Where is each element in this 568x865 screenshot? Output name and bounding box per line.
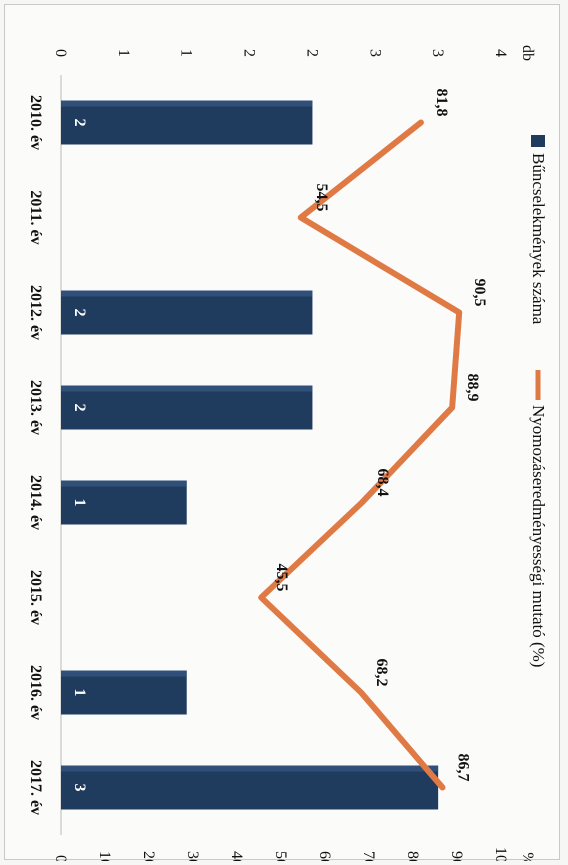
x-axis-tick-label: 2014. év (27, 475, 44, 530)
x-axis-tick-label: 2016. év (27, 665, 44, 720)
bar-value-label: 1 (71, 499, 88, 507)
line-point (259, 596, 263, 600)
legend-line-label: Nyomozáseredményességi mutató (%) (529, 405, 548, 667)
line-point (457, 311, 461, 315)
right-axis-tick-label: 40 (228, 851, 245, 861)
left-axis-tick-label: 2 (303, 49, 320, 57)
legend-bar-label: Bűncselekmények száma (529, 153, 548, 325)
right-axis-tick-label: 20 (140, 851, 157, 861)
line-value-label: 88,9 (464, 374, 481, 402)
x-axis-tick-label: 2012. év (27, 285, 44, 340)
x-axis-tick-label: 2011. év (27, 190, 44, 244)
bar-value-label: 3 (71, 784, 88, 792)
line-value-label: 54,5 (313, 184, 330, 212)
line-point (419, 121, 423, 125)
line-point (359, 691, 363, 695)
bar (61, 386, 312, 430)
right-axis-tick-label: 50 (272, 851, 289, 861)
right-axis-tick-label: 70 (360, 851, 377, 861)
line-point (299, 216, 303, 220)
line-value-label: 90,5 (471, 279, 488, 307)
right-axis-tick-label: 90 (448, 851, 465, 861)
bar-value-label: 1 (71, 689, 88, 697)
left-axis-tick-label: 1 (115, 49, 132, 57)
bar-highlight (61, 291, 312, 297)
line-value-label: 86,7 (454, 754, 471, 782)
left-axis-tick-label: 4 (492, 49, 509, 57)
bar (61, 291, 312, 335)
right-axis-tick-label: 10 (96, 851, 113, 861)
chart-frame: 0 1 1 2 2 3 3 4 db 0 10 20 30 40 50 60 70 80 90 100% 2 2 2 1 1 3 8… (4, 4, 560, 860)
line-value-label: 45,5 (273, 564, 290, 592)
bar-value-label: 2 (71, 404, 88, 412)
bar-highlight (61, 671, 187, 677)
x-axis-tick-label: 2015. év (27, 570, 44, 625)
line-point (450, 406, 454, 410)
bar-highlight (61, 481, 187, 487)
right-axis-tick-label: 60 (316, 851, 333, 861)
right-axis-tick-label: 80 (404, 851, 421, 861)
line-value-label: 68,2 (373, 659, 390, 687)
bar-highlight (61, 386, 312, 392)
x-axis-tick-label: 2010. év (27, 95, 44, 150)
legend-bar-swatch (531, 135, 545, 147)
right-axis-unit: % (519, 852, 536, 861)
x-axis-tick-label: 2017. év (27, 760, 44, 815)
bar (61, 101, 312, 145)
line-series-path (261, 123, 459, 788)
right-axis-tick-label: 30 (184, 851, 201, 861)
left-axis-tick-label: 0 (52, 49, 69, 57)
left-axis-tick-label: 1 (178, 49, 195, 57)
bar-value-label: 2 (71, 119, 88, 127)
left-axis-tick-label: 3 (366, 49, 383, 57)
left-axis-unit: db (519, 45, 536, 61)
line-point (360, 501, 364, 505)
x-axis-tick-label: 2013. év (27, 380, 44, 435)
chart-plot-group: 0 1 1 2 2 3 3 4 db 0 10 20 30 40 50 60 70 80 90 100 % 2 2 2 1 1 3 8… (27, 45, 548, 861)
right-axis-tick-label: 0 (52, 855, 69, 861)
left-axis-tick-label: 3 (429, 49, 446, 57)
line-value-label: 81,8 (433, 89, 450, 117)
line-value-label: 68,4 (374, 469, 391, 497)
left-axis-tick-label: 2 (241, 49, 258, 57)
bar-highlight (61, 766, 438, 772)
bar-highlight (61, 101, 312, 107)
line-point (440, 786, 444, 790)
bar-value-label: 2 (71, 309, 88, 317)
right-axis-tick-label: 100 (492, 847, 509, 861)
chart: 0 1 1 2 2 3 3 4 db 0 10 20 30 40 50 60 70 80 90 100 % 2 2 2 1 1 3 8… (5, 5, 561, 861)
bar (61, 766, 438, 810)
